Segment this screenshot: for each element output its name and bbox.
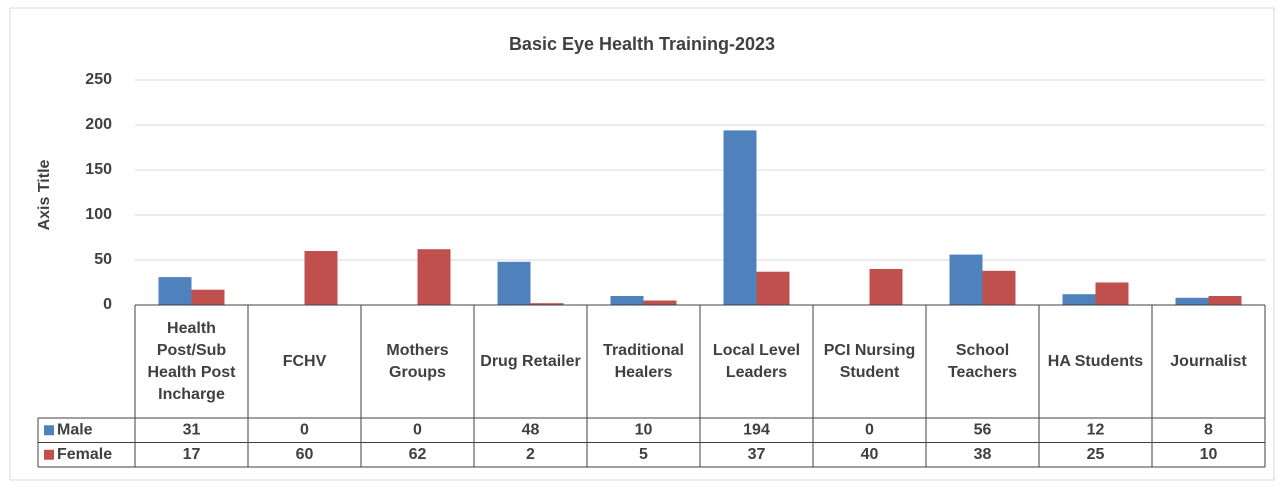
- table-value: 31: [183, 421, 201, 438]
- table-value: 17: [183, 446, 201, 463]
- x-tick-label: Mothers Groups: [386, 341, 449, 381]
- y-tick-label: 50: [94, 251, 112, 268]
- table-value: 48: [522, 421, 540, 438]
- bar: [191, 289, 225, 305]
- bar: [723, 130, 757, 305]
- y-tick-label: 150: [85, 161, 112, 178]
- bar: [158, 277, 192, 305]
- table-value: 37: [748, 446, 766, 463]
- bar: [417, 249, 451, 305]
- legend-label: Female: [57, 446, 112, 463]
- bar: [756, 271, 790, 305]
- table-value: 40: [861, 446, 879, 463]
- bar: [610, 296, 644, 305]
- bar: [497, 261, 531, 305]
- table-value: 25: [1087, 446, 1105, 463]
- legend-label: Male: [57, 421, 93, 438]
- y-tick-label: 200: [85, 116, 112, 133]
- bar: [1095, 282, 1129, 305]
- x-tick-label: Journalist: [1170, 352, 1247, 370]
- bar: [869, 269, 903, 305]
- table-value: 0: [865, 421, 874, 438]
- table-value: 0: [413, 421, 422, 438]
- table-value: 60: [296, 446, 314, 463]
- bar: [949, 254, 983, 305]
- x-tick-label: FCHV: [282, 352, 327, 370]
- y-tick-label: 250: [85, 71, 112, 88]
- table-value: 10: [635, 421, 653, 438]
- table-value: 194: [743, 421, 770, 438]
- x-tick-label: Drug Retailer: [480, 352, 581, 370]
- x-tick-label: Local Level Leaders: [712, 341, 801, 381]
- y-tick-label: 100: [85, 206, 112, 223]
- legend-key: [44, 449, 54, 460]
- y-axis-title: Axis Title: [36, 159, 53, 230]
- bar: [1175, 297, 1209, 305]
- bar: [1062, 294, 1096, 305]
- table-value: 5: [639, 446, 648, 463]
- bar: [530, 303, 564, 305]
- table-value: 38: [974, 446, 992, 463]
- table-value: 56: [974, 421, 992, 438]
- x-tick-label: HA Students: [1047, 352, 1144, 370]
- table-value: 62: [409, 446, 427, 463]
- chart-title: Basic Eye Health Training-2023: [509, 34, 775, 54]
- x-tick-label: PCI Nursing Student: [823, 341, 916, 381]
- y-tick-label: 0: [103, 296, 112, 313]
- bar: [643, 300, 677, 305]
- table-value: 10: [1200, 446, 1218, 463]
- x-tick-label: School Teachers: [947, 341, 1018, 381]
- chart-border: [9, 7, 1275, 481]
- table-value: 2: [526, 446, 535, 463]
- x-tick-label: Traditional Healers: [603, 341, 684, 381]
- bar: [304, 251, 338, 305]
- bar: [982, 270, 1016, 305]
- x-tick-label: Health Post/Sub Health Post Incharge: [147, 319, 236, 403]
- bar: [1208, 296, 1242, 305]
- table-value: 8: [1204, 421, 1213, 438]
- table-value: 12: [1087, 421, 1105, 438]
- table-value: 0: [300, 421, 309, 438]
- legend-key: [44, 425, 54, 436]
